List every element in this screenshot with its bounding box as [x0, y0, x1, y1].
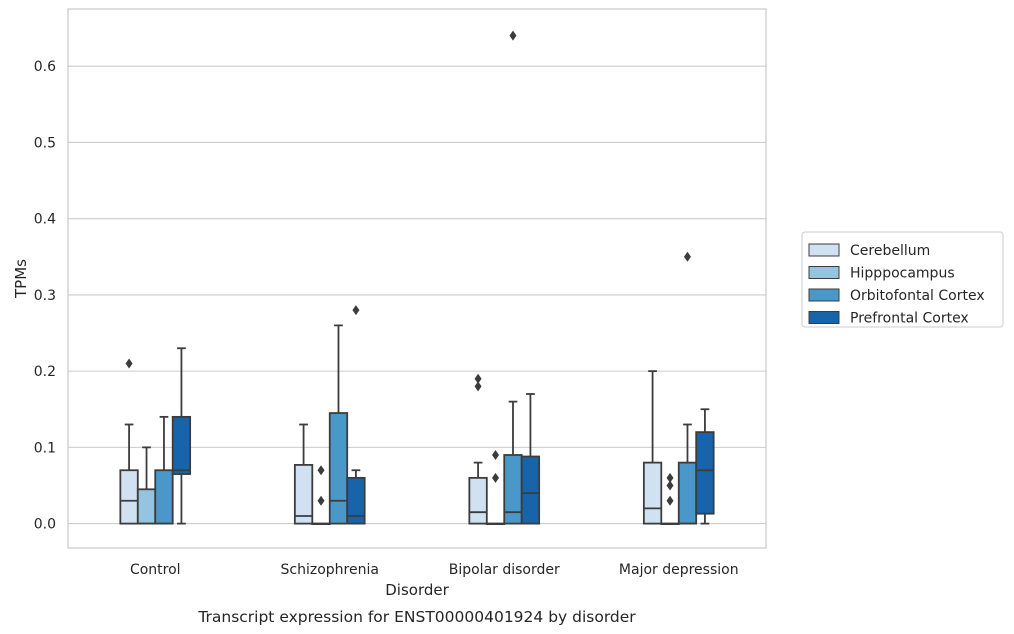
y-axis-label: TPMs	[12, 259, 30, 299]
chart-caption: Transcript expression for ENST0000040192…	[197, 608, 636, 626]
y-tick-label: 0.1	[34, 440, 56, 456]
box-body	[642, 461, 663, 525]
legend-label: Hipppocampus	[850, 266, 955, 282]
box-body	[695, 431, 715, 515]
legend-swatch	[808, 266, 840, 279]
outlier-point	[683, 251, 691, 262]
x-tick-labels: Control Schizophrenia Bipolar disorder Majo…	[130, 562, 739, 578]
box-hipppocampus	[311, 465, 331, 526]
x-axis-label: Disorder	[385, 581, 449, 599]
box-orbitofontal-cortex	[328, 324, 349, 525]
box-prefrontal-cortex	[520, 393, 541, 525]
outlier-point	[317, 495, 325, 506]
outlier-point	[509, 30, 517, 41]
y-tick-label: 0.2	[34, 364, 56, 380]
legend-label: Cerebellum	[850, 243, 930, 259]
outlier-point	[474, 381, 482, 392]
plot-frame	[67, 8, 767, 549]
legend: Cerebellum Hipppocampus Orbitofontal Corte…	[801, 231, 1004, 328]
y-tick-label: 0.5	[34, 135, 56, 151]
legend-label: Orbitofontal Cortex	[850, 288, 985, 304]
legend-swatch	[808, 288, 840, 302]
legend-frame	[801, 231, 1004, 328]
box-prefrontal-cortex	[171, 347, 192, 525]
x-tick-label: Schizophrenia	[281, 562, 379, 578]
box-body	[520, 455, 541, 525]
outlier-point	[474, 373, 482, 384]
box-body	[136, 488, 157, 525]
legend-item: Prefrontal Cortex	[808, 311, 969, 327]
outlier-point	[666, 472, 674, 483]
box-cerebellum	[642, 370, 663, 525]
box-body	[503, 454, 523, 525]
outlier-point	[317, 465, 325, 476]
x-tick-label: Major depression	[619, 562, 739, 578]
box-body	[119, 469, 139, 525]
y-tick-label: 0.0	[34, 517, 56, 533]
outlier-point	[492, 449, 500, 460]
box-prefrontal-cortex	[346, 305, 366, 525]
y-tick-label: 0.3	[34, 288, 56, 304]
outlier-point	[125, 358, 133, 369]
legend-item: Orbitofontal Cortex	[808, 288, 985, 304]
y-tick-labels: 0.0 0.1 0.2 0.3 0.4 0.5 0.6	[34, 59, 56, 532]
box-body	[677, 461, 698, 525]
outlier-point	[492, 472, 500, 483]
box-cerebellum	[468, 373, 488, 525]
box-body	[328, 412, 349, 525]
legend-item: Cerebellum	[808, 243, 930, 259]
box-prefrontal-cortex	[695, 408, 715, 525]
outlier-point	[666, 495, 674, 506]
box-body	[171, 415, 192, 475]
box-cerebellum	[293, 423, 314, 525]
box-orbitofontal-cortex	[503, 30, 523, 525]
legend-item: Hipppocampus	[808, 266, 955, 282]
y-tick-label: 0.6	[34, 59, 56, 75]
legend-swatch	[808, 311, 840, 324]
box-orbitofontal-cortex	[154, 415, 174, 525]
box-hipppocampus	[485, 449, 506, 526]
box-hipppocampus	[660, 472, 680, 526]
box-body	[468, 476, 488, 525]
legend-label: Prefrontal Cortex	[850, 311, 969, 327]
legend-swatch	[808, 243, 840, 257]
box-body	[346, 476, 366, 525]
outlier-point	[666, 480, 674, 491]
x-tick-label: Bipolar disorder	[449, 562, 560, 578]
box-layer	[119, 30, 715, 526]
box-hipppocampus	[136, 446, 157, 525]
box-body	[293, 464, 314, 525]
y-tick-label: 0.4	[34, 212, 56, 228]
box-orbitofontal-cortex	[677, 251, 698, 525]
x-tick-label: Control	[130, 562, 181, 578]
box-cerebellum	[119, 358, 139, 525]
outlier-point	[352, 305, 360, 316]
box-body	[154, 469, 174, 525]
